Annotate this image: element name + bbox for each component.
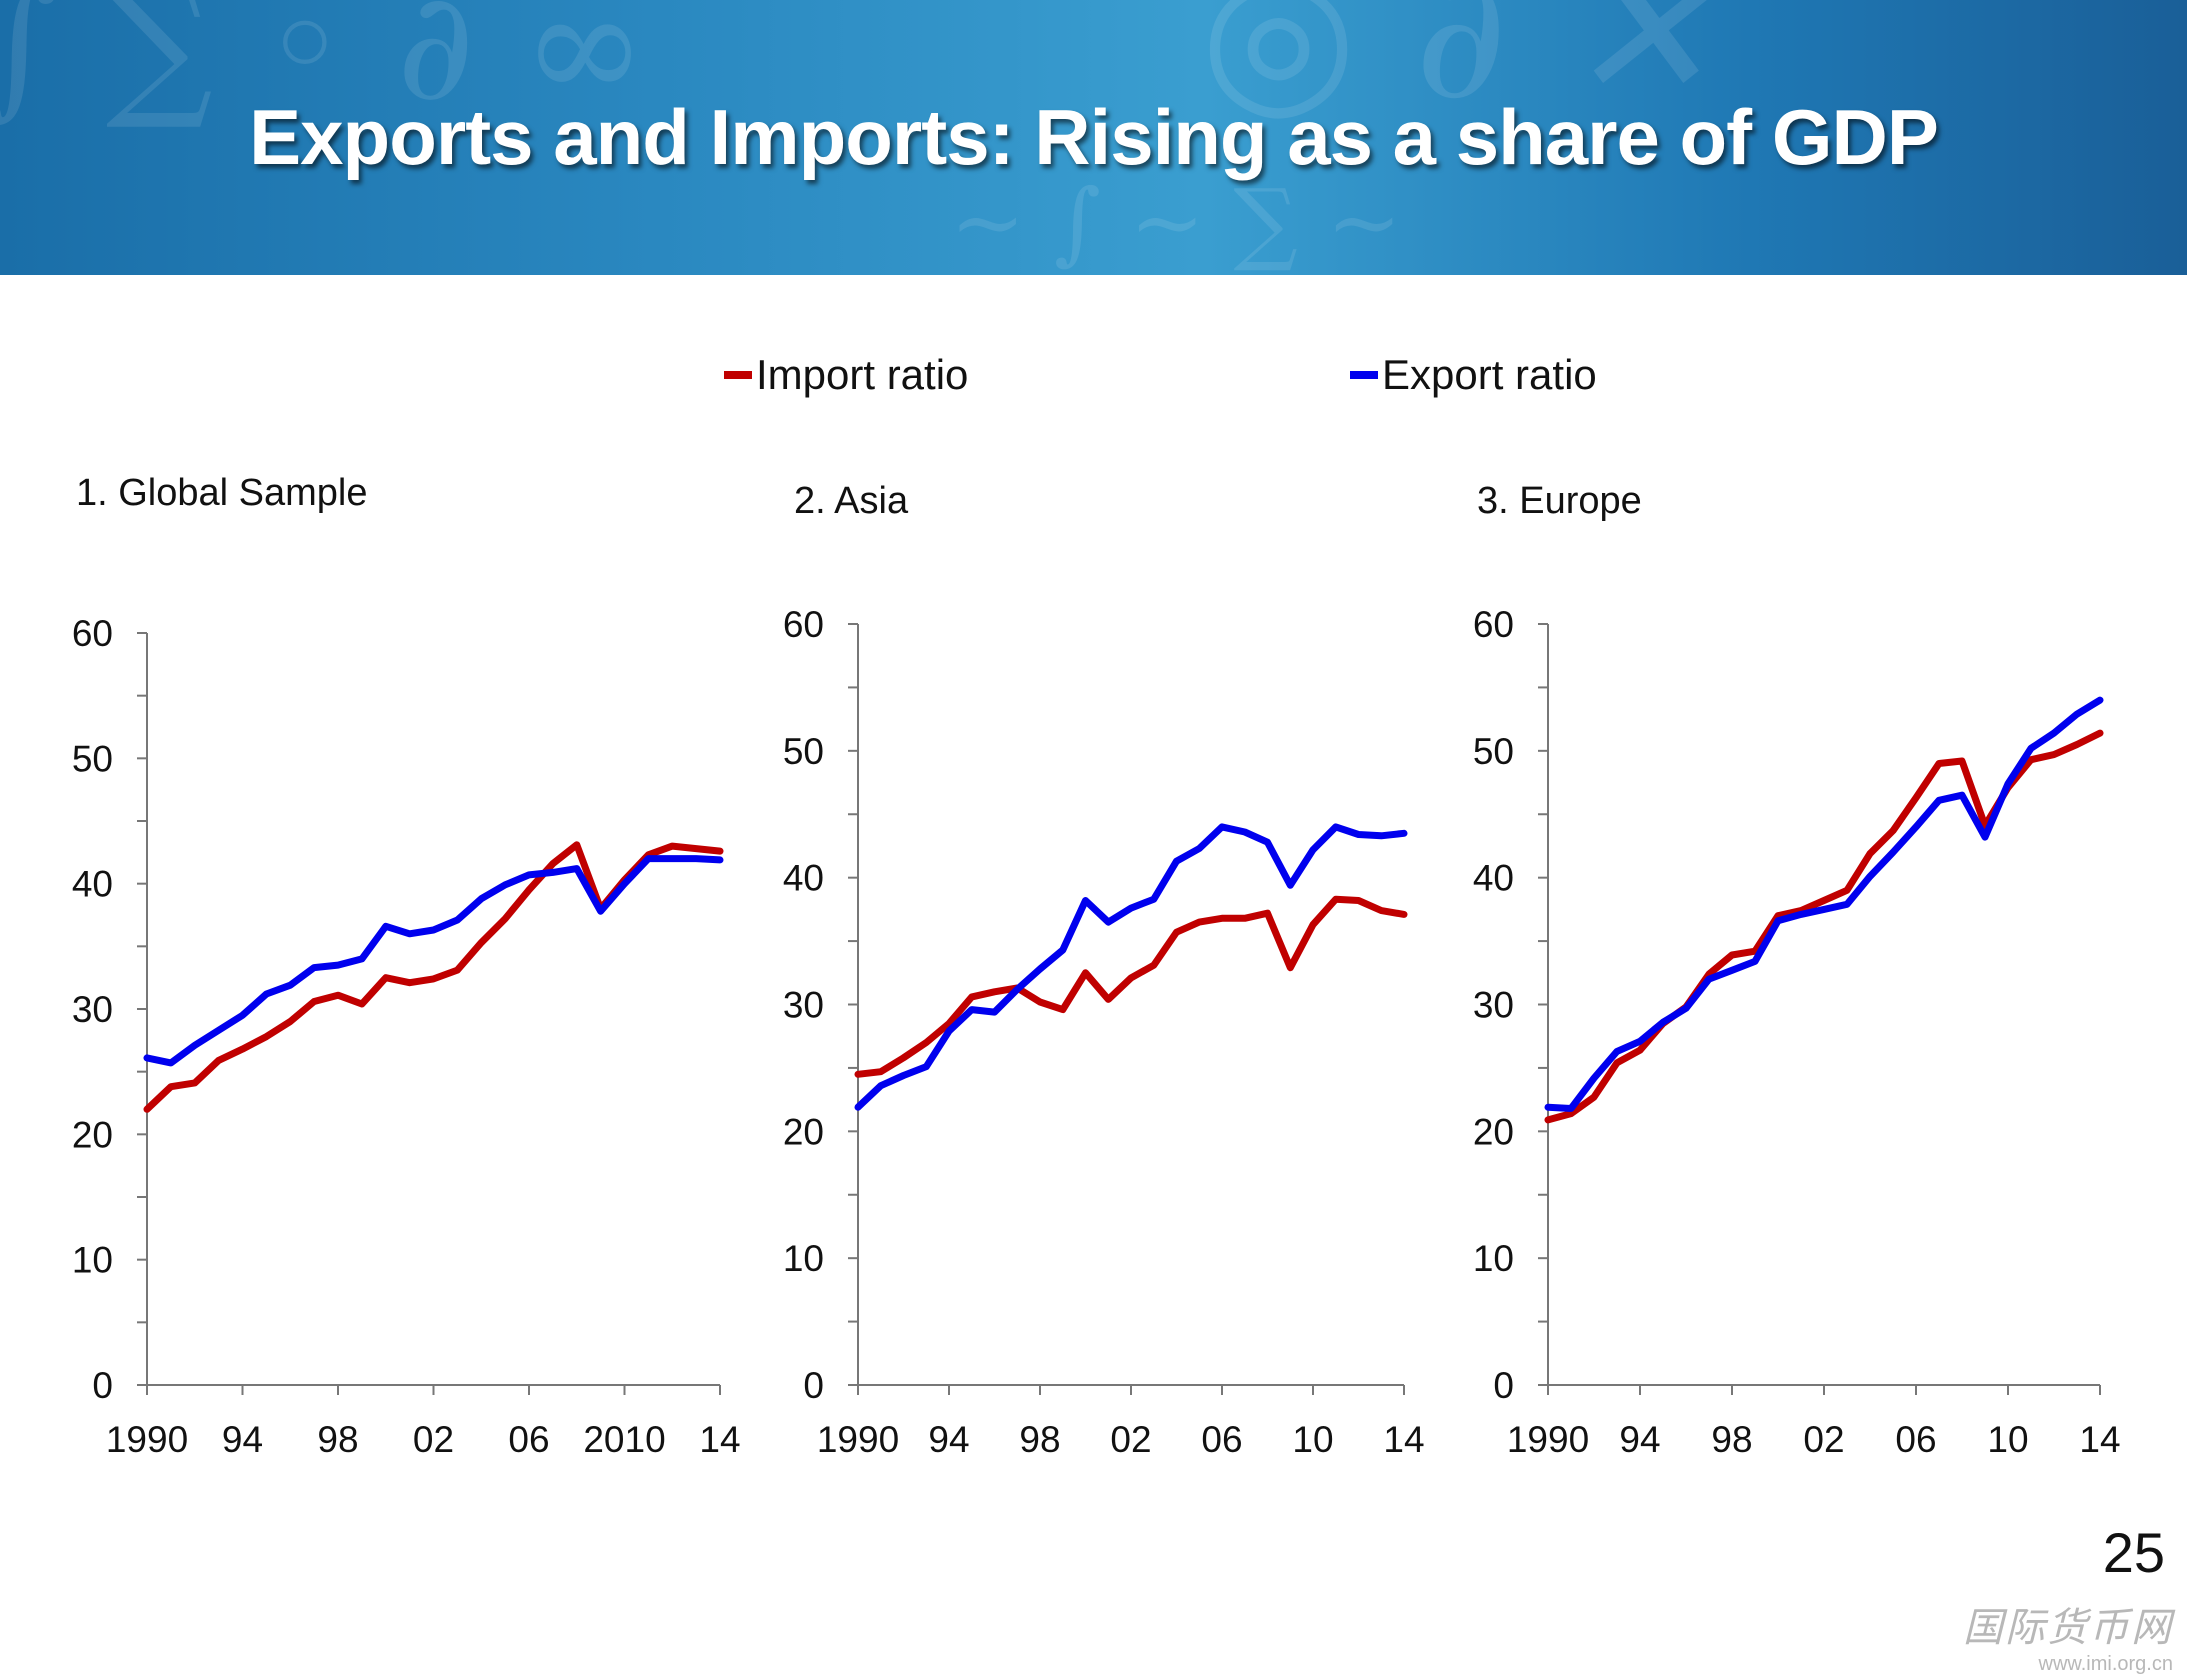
- slide-title: Exports and Imports: Rising as a share o…: [249, 93, 1939, 181]
- europe-y-tick-label: 50: [1473, 731, 1514, 772]
- global-y-tick-label: 50: [72, 738, 113, 779]
- europe-x-tick-label: 98: [1711, 1419, 1752, 1460]
- legend-import: Import ratio: [724, 350, 968, 400]
- import-swatch: [724, 371, 752, 379]
- global-y-tick-label: 20: [72, 1114, 113, 1155]
- europe-export-ratio-line: [1544, 696, 2104, 1112]
- global-x-tick-label: 94: [222, 1419, 263, 1460]
- watermark-url: www.imi.org.cn: [2038, 1653, 2173, 1675]
- europe-y-tick-label: 10: [1473, 1238, 1514, 1279]
- europe-y-tick-label: 40: [1473, 858, 1514, 899]
- legend-export: Export ratio: [1350, 350, 1597, 400]
- europe-x-tick-label: 1990: [1507, 1419, 1589, 1460]
- panel-title-asia: 2. Asia: [794, 480, 909, 522]
- asia-y-tick-label: 50: [783, 731, 824, 772]
- export-swatch: [1350, 371, 1378, 379]
- panel-title-europe: 3. Europe: [1477, 480, 1642, 522]
- global-y-tick-label: 0: [92, 1365, 113, 1406]
- asia-y-tick-label: 60: [783, 604, 824, 645]
- page-number: 25: [2102, 1521, 2165, 1584]
- legend-export-label: Export ratio: [1382, 351, 1597, 398]
- global-y-tick-label: 40: [72, 864, 113, 905]
- asia-x-tick-label: 98: [1019, 1419, 1060, 1460]
- europe-import-ratio-line: [1544, 729, 2104, 1124]
- asia-x-tick-label: 02: [1110, 1419, 1151, 1460]
- europe-x-tick-label: 14: [2079, 1419, 2120, 1460]
- global-y-tick-label: 30: [72, 989, 113, 1030]
- global-x-tick-label: 06: [508, 1419, 549, 1460]
- banner-texture: ∫ ∑ ◦ ∂ ∞: [0, 0, 647, 134]
- global-x-tick-label: 02: [413, 1419, 454, 1460]
- banner-texture: ~ ∫ ~ ∑ ~: [950, 170, 1402, 275]
- title-banner: ∫ ∑ ◦ ∂ ∞ ◎ ∂ ✕ ~ ∫ ~ ∑ ~ Exports and Im…: [0, 0, 2187, 275]
- global-y-tick-label: 60: [72, 613, 113, 654]
- asia-x-tick-label: 10: [1292, 1419, 1333, 1460]
- global-x-tick-label: 1990: [106, 1419, 188, 1460]
- europe-y-tick-label: 0: [1493, 1365, 1514, 1406]
- panel-title-global: 1. Global Sample: [76, 472, 368, 514]
- asia-export-ratio-line: [854, 823, 1408, 1111]
- asia-x-tick-label: 94: [928, 1419, 969, 1460]
- watermark-name: 国际货币网: [1963, 1605, 2173, 1651]
- asia-y-tick-label: 30: [783, 985, 824, 1026]
- europe-y-tick-label: 30: [1473, 985, 1514, 1026]
- global-x-tick-label: 2010: [583, 1419, 665, 1460]
- europe-y-tick-label: 60: [1473, 604, 1514, 645]
- europe-x-tick-label: 94: [1619, 1419, 1660, 1460]
- legend-import-label: Import ratio: [756, 351, 969, 398]
- global-export-ratio-line: [143, 855, 724, 1067]
- global-import-ratio-line: [143, 841, 724, 1113]
- watermark: 国际货币网 www.imi.org.cn: [1963, 1595, 2173, 1676]
- global-x-tick-label: 98: [317, 1419, 358, 1460]
- asia-x-tick-label: 1990: [817, 1419, 899, 1460]
- banner-texture: ◎ ∂ ✕: [1200, 0, 1716, 139]
- asia-y-tick-label: 40: [783, 858, 824, 899]
- asia-import-ratio-line: [854, 895, 1408, 1078]
- europe-x-tick-label: 10: [1987, 1419, 2028, 1460]
- asia-y-tick-label: 10: [783, 1238, 824, 1279]
- europe-x-tick-label: 02: [1803, 1419, 1844, 1460]
- global-x-tick-label: 14: [699, 1419, 740, 1460]
- europe-y-tick-label: 20: [1473, 1111, 1514, 1152]
- asia-x-tick-label: 06: [1201, 1419, 1242, 1460]
- europe-x-tick-label: 06: [1895, 1419, 1936, 1460]
- asia-y-tick-label: 0: [803, 1365, 824, 1406]
- asia-x-tick-label: 14: [1383, 1419, 1424, 1460]
- global-y-tick-label: 10: [72, 1240, 113, 1281]
- asia-y-tick-label: 20: [783, 1111, 824, 1152]
